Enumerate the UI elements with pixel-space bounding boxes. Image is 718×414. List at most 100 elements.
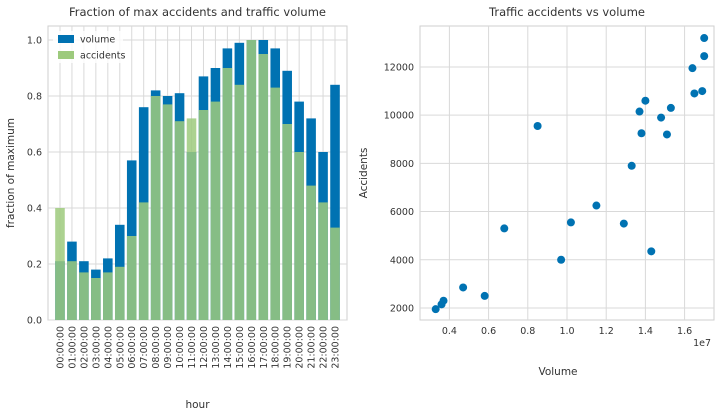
bar-x-tick-label: 22:00:00 [319, 326, 330, 369]
bar-x-tick-label: 11:00:00 [187, 326, 198, 369]
scatter-x-axis-label: Volume [538, 366, 577, 378]
bar-x-tick-label: 08:00:00 [151, 326, 162, 369]
bar-accidents [294, 152, 304, 320]
scatter-point [533, 122, 542, 131]
scatter-y-tick-labels: 2000 4000 6000 8000 10000 12000 [384, 62, 414, 314]
bar-x-tick-label: 17:00:00 [259, 326, 270, 369]
bar-y-tick-label: 0.4 [27, 204, 42, 215]
bar-accidents [246, 40, 257, 320]
scatter-y-tick-label: 8000 [390, 159, 414, 170]
bar-accidents [150, 96, 161, 320]
scatter-point [698, 87, 707, 96]
bar-x-axis-label: hour [185, 399, 210, 411]
scatter-point [688, 64, 697, 73]
scatter-x-tick-label: 1.0 [559, 326, 574, 337]
bar-x-tick-label: 04:00:00 [103, 326, 114, 369]
bar-accidents [138, 202, 149, 320]
bar-x-tick-labels: 00:00:00 01:00:00 02:00:00 03:00:00 04:00:00… [55, 326, 341, 369]
bar-accidents [126, 236, 137, 320]
scatter-point [557, 255, 566, 264]
bar-x-tick-label: 09:00:00 [163, 326, 174, 369]
bar-x-tick-label: 20:00:00 [295, 326, 306, 369]
bar-accidents [234, 84, 245, 320]
bar-x-tick-label: 18:00:00 [271, 326, 282, 369]
bar-accidents [162, 104, 173, 321]
scatter-point [500, 224, 509, 233]
scatter-point [647, 247, 656, 256]
scatter-x-tick-label: 1.6 [677, 326, 692, 337]
bar-x-tick-label: 13:00:00 [211, 326, 222, 369]
legend-swatch-volume [58, 35, 74, 43]
bar-x-tick-label: 03:00:00 [91, 326, 102, 369]
scatter-x-offset-label: 1e7 [693, 338, 711, 349]
bar-y-tick-label: 0.6 [27, 148, 42, 159]
bar-x-tick-label: 07:00:00 [139, 326, 150, 369]
bar-y-tick-label: 1.0 [27, 36, 42, 47]
bar-accidents [318, 202, 328, 320]
scatter-point [431, 305, 440, 314]
scatter-point [480, 291, 489, 300]
bar-x-tick-label: 15:00:00 [235, 326, 246, 369]
scatter-y-tick-label: 2000 [390, 303, 414, 314]
bar-accidents [306, 185, 316, 320]
scatter-point [566, 218, 575, 227]
scatter-point [459, 283, 468, 292]
scatter-point [641, 96, 650, 105]
bar-accidents [330, 227, 340, 320]
scatter-point [439, 296, 448, 305]
bar-accidents [210, 101, 221, 320]
bar-x-tick-label: 19:00:00 [283, 326, 294, 369]
bar-chart-title: Fraction of max accidents and traffic vo… [69, 5, 326, 19]
bar-x-tick-label: 05:00:00 [115, 326, 126, 369]
bar-x-tick-label: 21:00:00 [307, 326, 318, 369]
bar-accidents [55, 208, 65, 320]
bar-x-tick-label: 00:00:00 [55, 326, 66, 369]
scatter-point [592, 201, 601, 210]
bar-y-tick-label: 0.2 [27, 260, 42, 271]
legend-swatch-accidents [58, 51, 74, 59]
bar-legend: volume accidents [53, 31, 126, 63]
bar-accidents [67, 261, 77, 320]
bar-y-axis-label: fraction of maximum [5, 118, 17, 228]
scatter-point [662, 130, 671, 139]
bar-accidents [186, 118, 197, 321]
bar-x-tick-label: 01:00:00 [67, 326, 78, 369]
bar-y-tick-labels: 0.0 0.2 0.4 0.6 0.8 1.0 [27, 36, 42, 327]
scatter-x-tick-label: 0.6 [481, 326, 496, 337]
scatter-y-axis-label: Accidents [358, 148, 370, 199]
bar-chart: 0.0 0.2 0.4 0.6 0.8 1.0 00:00:00 01:00:00 02:00… [5, 5, 348, 411]
bar-accidents [79, 272, 89, 320]
scatter-point [690, 89, 699, 98]
bar-x-tick-label: 23:00:00 [331, 326, 342, 369]
scatter-point [666, 103, 675, 112]
bar-accidents [258, 54, 269, 320]
scatter-y-tick-label: 6000 [390, 207, 414, 218]
bar-x-tick-label: 06:00:00 [127, 326, 138, 369]
bar-bars [55, 40, 340, 321]
bar-accidents [270, 87, 281, 320]
bar-x-tick-label: 14:00:00 [223, 326, 234, 369]
bar-accidents [174, 121, 185, 320]
scatter-x-tick-label: 1.4 [638, 326, 653, 337]
scatter-point [657, 113, 666, 122]
scatter-point [637, 129, 646, 138]
scatter-points [431, 34, 709, 314]
bar-accidents [91, 278, 101, 320]
scatter-point [635, 107, 644, 116]
scatter-x-tick-label: 1.2 [599, 326, 614, 337]
scatter-point [700, 34, 709, 43]
bar-y-tick-label: 0.0 [27, 316, 42, 327]
bar-x-tick-label: 10:00:00 [175, 326, 186, 369]
scatter-chart-title: Traffic accidents vs volume [488, 5, 645, 19]
scatter-point [627, 161, 636, 170]
scatter-y-tick-label: 4000 [390, 255, 414, 266]
bar-volume [330, 84, 340, 320]
legend-label-accidents: accidents [80, 51, 126, 62]
scatter-x-tick-label: 0.4 [442, 326, 457, 337]
scatter-chart: 2000 4000 6000 8000 10000 12000 0.4 0.6 0.8 1.0 1… [358, 5, 715, 378]
scatter-x-tick-label: 0.8 [520, 326, 535, 337]
scatter-x-tick-labels: 0.4 0.6 0.8 1.0 1.2 1.4 1.6 [442, 326, 692, 337]
bar-accidents [222, 68, 233, 320]
scatter-point [700, 52, 709, 61]
